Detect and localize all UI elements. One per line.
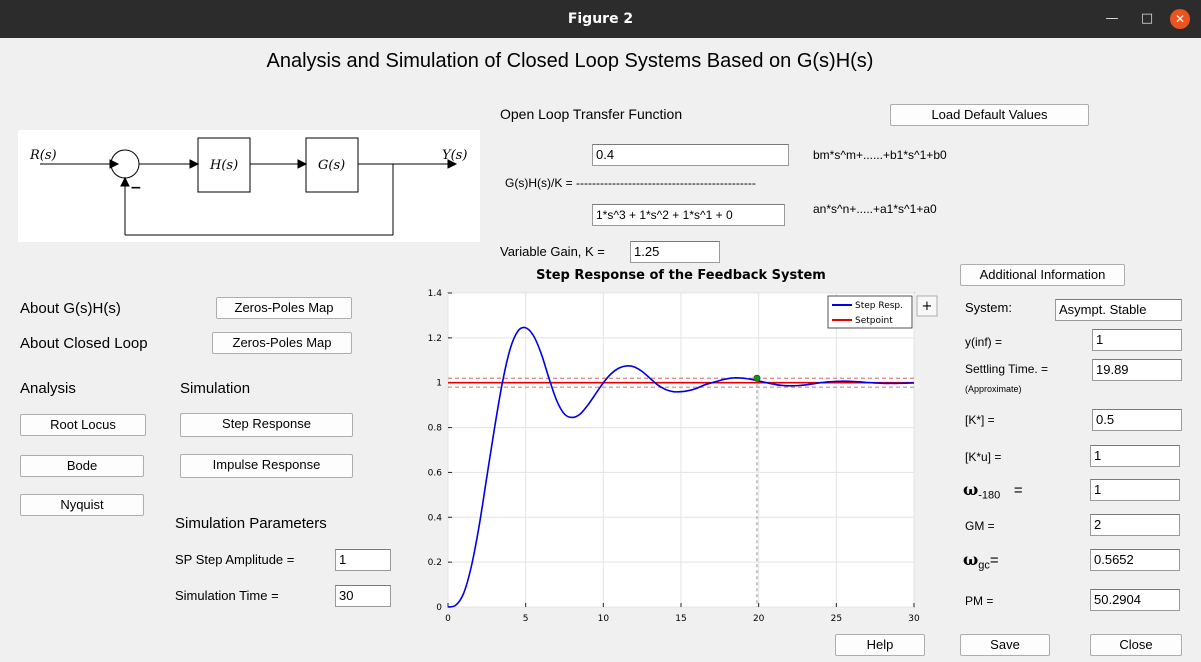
chart-series: [447, 326, 915, 608]
settling-time-field: 19.89: [1092, 359, 1182, 381]
about-closed-loop-label: About Closed Loop: [20, 335, 148, 352]
ku-field: 1: [1090, 445, 1180, 467]
yinf-field: 1: [1092, 329, 1182, 351]
root-locus-button[interactable]: Root Locus: [20, 414, 146, 436]
bode-button[interactable]: Bode: [20, 455, 144, 477]
y-tick-label: 0.8: [428, 424, 443, 434]
w180-subscript: -180: [978, 489, 1001, 502]
system-label: System:: [965, 300, 1012, 315]
chart-legend[interactable]: Step Resp. Setpoint: [827, 295, 913, 329]
denominator-input[interactable]: 1*s^3 + 1*s^2 + 1*s^1 + 0: [592, 204, 785, 226]
y-tick-label: 0: [436, 603, 442, 613]
legend-expand-button[interactable]: +: [916, 295, 938, 317]
x-tick-label: 15: [675, 614, 686, 624]
close-button[interactable]: Close: [1090, 634, 1182, 656]
w180-equals: =: [1013, 482, 1023, 499]
block-diagram: R(s) Y(s) H(s) G(s) −: [18, 130, 480, 242]
x-tick-label: 5: [523, 614, 529, 624]
gain-label: Variable Gain, K =: [500, 244, 605, 259]
g-block-label: G(s): [318, 158, 345, 173]
nyquist-button[interactable]: Nyquist: [20, 494, 144, 516]
impulse-response-button[interactable]: Impulse Response: [180, 454, 353, 478]
simulation-parameters-heading: Simulation Parameters: [175, 515, 327, 532]
chart-title: Step Response of the Feedback System: [536, 268, 826, 283]
save-button[interactable]: Save: [960, 634, 1050, 656]
y-tick-label: 0.4: [428, 513, 443, 523]
window-titlebar: Figure 2 — □ ✕: [0, 0, 1201, 38]
additional-information-button[interactable]: Additional Information: [960, 264, 1125, 286]
settling-time-note: (Approximate): [965, 384, 1022, 394]
settling-time-label: Settling Time. =: [965, 362, 1049, 376]
sp-amplitude-label: SP Step Amplitude =: [175, 552, 295, 567]
system-status-field: Asympt. Stable: [1055, 299, 1182, 321]
output-signal-label: Y(s): [442, 148, 467, 163]
y-tick-label: 1.2: [428, 334, 442, 344]
kstar-label: [K*] =: [965, 413, 995, 427]
plus-icon: +: [922, 299, 933, 314]
zeros-poles-map-gh-button[interactable]: Zeros-Poles Map: [216, 297, 352, 319]
omega-symbol: ω: [963, 480, 979, 499]
numerator-hint: bm*s^m+......+b1*s^1+b0: [813, 148, 947, 162]
gain-input[interactable]: 1.25: [630, 241, 720, 263]
simulation-time-input[interactable]: 30: [335, 585, 391, 607]
omega-symbol-gc: ω: [963, 550, 979, 569]
close-window-icon[interactable]: ✕: [1170, 9, 1190, 29]
legend-step-label: Step Resp.: [855, 301, 903, 311]
minimize-icon[interactable]: —: [1105, 11, 1119, 26]
maximize-icon[interactable]: □: [1140, 11, 1154, 26]
x-tick-label: 20: [753, 614, 765, 624]
yinf-label: y(inf) =: [965, 335, 1003, 349]
step-response-button[interactable]: Step Response: [180, 413, 353, 437]
legend-setpoint-label: Setpoint: [855, 316, 893, 326]
y-tick-label: 1: [436, 379, 442, 389]
analysis-heading: Analysis: [20, 380, 76, 397]
gm-field: 2: [1090, 514, 1180, 536]
y-tick-label: 1.4: [428, 289, 443, 299]
settling-time-marker: [753, 374, 761, 382]
input-signal-label: R(s): [29, 148, 57, 163]
x-tick-label: 30: [908, 614, 920, 624]
x-tick-label: 25: [831, 614, 842, 624]
wgc-field: 0.5652: [1090, 549, 1180, 571]
feedback-sign: −: [130, 180, 142, 196]
help-button[interactable]: Help: [835, 634, 925, 656]
wgc-subscript: gc: [978, 559, 990, 572]
tf-lhs: G(s)H(s)/K = ---------------------------…: [505, 176, 756, 190]
x-tick-label: 10: [598, 614, 610, 624]
sp-amplitude-input[interactable]: 1: [335, 549, 391, 571]
pm-label: PM =: [965, 594, 994, 608]
step-response-chart[interactable]: Step Response of the Feedback System 0 5 1…: [420, 262, 940, 632]
y-tick-label: 0.6: [428, 468, 443, 478]
zeros-poles-map-cl-button[interactable]: Zeros-Poles Map: [212, 332, 352, 354]
pm-field: 50.2904: [1090, 589, 1180, 611]
simulation-heading: Simulation: [180, 380, 251, 397]
load-default-button[interactable]: Load Default Values: [890, 104, 1089, 126]
gm-label: GM =: [965, 519, 995, 533]
y-tick-label: 0.2: [428, 558, 442, 568]
about-gh-label: About G(s)H(s): [20, 300, 121, 317]
ku-label: [K*u] =: [965, 450, 1002, 464]
tf-heading: Open Loop Transfer Function: [500, 106, 683, 122]
simulation-time-label: Simulation Time =: [175, 588, 279, 603]
page-title: Analysis and Simulation of Closed Loop S…: [266, 50, 874, 72]
numerator-input[interactable]: 0.4: [592, 144, 789, 166]
w180-label: ω-180 =: [963, 480, 1023, 502]
kstar-field: 0.5: [1092, 409, 1182, 431]
window-title: Figure 2: [567, 11, 634, 27]
wgc-equals: =: [989, 552, 999, 569]
w180-field: 1: [1090, 479, 1180, 501]
h-block-label: H(s): [209, 158, 238, 173]
step-response-line: [447, 326, 915, 608]
denominator-hint: an*s^n+.....+a1*s^1+a0: [813, 202, 937, 216]
x-tick-label: 0: [445, 614, 451, 624]
wgc-label: ωgc=: [963, 550, 999, 572]
chart-ticks: 0 5 10 15 20 25 30 0 0.2 0.4 0.6 0.8 1 1.2 1.4: [428, 289, 920, 624]
